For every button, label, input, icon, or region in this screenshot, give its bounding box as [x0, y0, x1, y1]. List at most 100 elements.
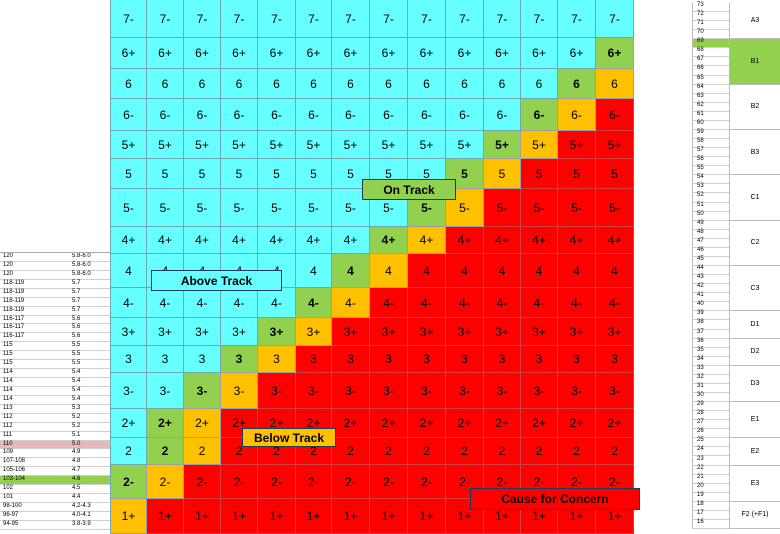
grid-cell[interactable]: 2+: [558, 409, 596, 438]
grid-cell[interactable]: 4+: [111, 227, 147, 254]
grid-cell[interactable]: 6-: [558, 99, 596, 131]
right-table-number[interactable]: 68: [692, 47, 729, 58]
grid-cell[interactable]: 2-: [221, 465, 258, 499]
left-table-row[interactable]: 96-97 4.0-4.1: [0, 512, 110, 521]
grid-cell[interactable]: 3-: [111, 373, 147, 409]
right-table-number[interactable]: 24: [692, 446, 729, 457]
grid-cell[interactable]: 2: [596, 438, 634, 465]
grid-cell[interactable]: 6-: [521, 99, 558, 131]
grid-cell[interactable]: 5+: [184, 131, 221, 159]
grid-cell[interactable]: 4-: [596, 288, 634, 318]
grid-cell[interactable]: 5: [111, 159, 147, 189]
right-table-band[interactable]: D1: [729, 311, 780, 339]
grid-cell[interactable]: 3-: [521, 373, 558, 409]
grid-cell[interactable]: 6: [258, 69, 296, 99]
grid-cell[interactable]: 6+: [408, 38, 446, 69]
grid-cell[interactable]: 6-: [408, 99, 446, 131]
grid-cell[interactable]: 4+: [147, 227, 184, 254]
grid-cell[interactable]: 4+: [558, 227, 596, 254]
grid-cell[interactable]: 6+: [147, 38, 184, 69]
right-table-number[interactable]: 65: [692, 75, 729, 85]
left-table-row[interactable]: 115 5.5: [0, 351, 110, 361]
grid-cell[interactable]: 4-: [221, 288, 258, 318]
grid-cell[interactable]: 6+: [111, 38, 147, 69]
right-table-number[interactable]: 27: [692, 419, 729, 430]
grid-cell[interactable]: 7-: [296, 0, 332, 38]
right-table-number[interactable]: 21: [692, 474, 729, 484]
grid-cell[interactable]: 5-: [446, 189, 484, 227]
grid-cell[interactable]: 3-: [484, 373, 521, 409]
grid-cell[interactable]: 2-: [296, 465, 332, 499]
grid-cell[interactable]: 3: [184, 346, 221, 373]
grid-cell[interactable]: 3: [221, 346, 258, 373]
grid-cell[interactable]: 2+: [484, 409, 521, 438]
grid-cell[interactable]: 1+: [258, 499, 296, 534]
right-table-number[interactable]: 45: [692, 256, 729, 267]
grid-cell[interactable]: 6-: [184, 99, 221, 131]
grid-cell[interactable]: 4: [408, 254, 446, 288]
grid-cell[interactable]: 3-: [446, 373, 484, 409]
grid-cell[interactable]: 6-: [596, 99, 634, 131]
grid-cell[interactable]: 4+: [596, 227, 634, 254]
grid-cell[interactable]: 3+: [221, 318, 258, 346]
grid-cell[interactable]: 2+: [184, 409, 221, 438]
grid-cell[interactable]: 2-: [408, 465, 446, 499]
right-table-number[interactable]: 47: [692, 238, 729, 248]
grid-cell[interactable]: 5+: [521, 131, 558, 159]
grid-cell[interactable]: 2: [558, 438, 596, 465]
grid-cell[interactable]: 3: [596, 346, 634, 373]
grid-cell[interactable]: 4+: [221, 227, 258, 254]
left-table-row[interactable]: 115 5.5: [0, 342, 110, 352]
left-table-row[interactable]: 116-117 5.6: [0, 324, 110, 334]
right-table-number[interactable]: 59: [692, 129, 729, 140]
right-table-number[interactable]: 28: [692, 410, 729, 421]
grid-cell[interactable]: 5: [484, 159, 521, 189]
grid-cell[interactable]: 4+: [258, 227, 296, 254]
grid-cell[interactable]: 1+: [111, 499, 147, 534]
grid-cell[interactable]: 4-: [296, 288, 332, 318]
grid-cell[interactable]: 6-: [332, 99, 370, 131]
grid-cell[interactable]: 2-: [370, 465, 408, 499]
grid-cell[interactable]: 3-: [147, 373, 184, 409]
right-table-number[interactable]: 57: [692, 147, 729, 158]
grid-cell[interactable]: 5: [184, 159, 221, 189]
grid-cell[interactable]: 4+: [408, 227, 446, 254]
grid-cell[interactable]: 6-: [221, 99, 258, 131]
grid-cell[interactable]: 2: [521, 438, 558, 465]
grid-cell[interactable]: 1+: [370, 499, 408, 534]
grid-cell[interactable]: 5-: [596, 189, 634, 227]
grid-cell[interactable]: 4+: [521, 227, 558, 254]
left-table-row[interactable]: 112 5.2: [0, 423, 110, 432]
grid-cell[interactable]: 4: [370, 254, 408, 288]
grid-cell[interactable]: 6+: [332, 38, 370, 69]
right-table-band[interactable]: A3: [729, 3, 780, 40]
grid-cell[interactable]: 6: [370, 69, 408, 99]
grid-cell[interactable]: 3: [370, 346, 408, 373]
right-table-number[interactable]: 43: [692, 274, 729, 285]
grid-cell[interactable]: 5+: [147, 131, 184, 159]
grid-cell[interactable]: 7-: [596, 0, 634, 38]
grid-cell[interactable]: 6-: [296, 99, 332, 131]
right-table-number[interactable]: 22: [692, 465, 729, 475]
grid-cell[interactable]: 5+: [370, 131, 408, 159]
grid-cell[interactable]: 3: [111, 346, 147, 373]
grid-cell[interactable]: 3-: [258, 373, 296, 409]
grid-cell[interactable]: 2: [408, 438, 446, 465]
right-table-number[interactable]: 67: [692, 56, 729, 67]
grid-cell[interactable]: 7-: [184, 0, 221, 38]
right-table-band[interactable]: F2 (+F1): [729, 501, 780, 530]
grid-cell[interactable]: 5+: [296, 131, 332, 159]
grid-cell[interactable]: 7-: [258, 0, 296, 38]
grid-cell[interactable]: 3+: [521, 318, 558, 346]
grid-cell[interactable]: 3+: [332, 318, 370, 346]
right-table-number[interactable]: 51: [692, 202, 729, 212]
grid-cell[interactable]: 6+: [221, 38, 258, 69]
grid-cell[interactable]: 6-: [484, 99, 521, 131]
grid-cell[interactable]: 5: [258, 159, 296, 189]
grid-cell[interactable]: 6-: [446, 99, 484, 131]
left-table-row[interactable]: 109 4.9: [0, 449, 110, 459]
right-table-number[interactable]: 48: [692, 229, 729, 239]
grid-cell[interactable]: 6: [111, 69, 147, 99]
right-table-number[interactable]: 54: [692, 174, 729, 185]
grid-cell[interactable]: 2: [332, 438, 370, 465]
